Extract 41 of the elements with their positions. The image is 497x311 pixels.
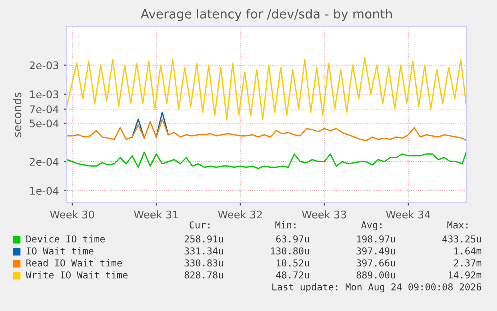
text: Max: [448,222,468,229]
text: Avg: [361,222,382,231]
legend-label: Read IO Wait time [26,259,122,267]
y-tick-label: 2e-04 [30,158,59,166]
chart-title: Average latency for /dev/sda - by month [140,9,392,22]
text: 828.78u [184,272,224,279]
x-tick-label: Week 32 [218,210,262,219]
y-tick-label: 2e-03 [30,62,59,70]
legend-label: Write IO Wait time [26,271,128,279]
text: 330.83u [184,260,224,267]
x-tick-label: Week 33 [302,210,346,219]
text: 130.80u [271,248,310,255]
text: 14.92m [449,272,482,279]
text: 198.97u [357,236,396,243]
x-tick-label: Week 30 [50,210,94,219]
y-axis-title: seconds [13,92,22,138]
line-series [67,57,467,120]
text: 397.49u [356,248,396,255]
text: 63.97u [276,236,310,243]
text: 433.25u [442,236,482,243]
line-series [67,118,467,142]
text: Last update: Mon Aug 24 09:00:08 2026 [272,283,482,293]
text: Min: [276,221,296,229]
y-tick-label: 1e-04 [30,187,59,196]
legend-label: Device IO time [26,235,106,243]
y-tick-label: 1e-03 [30,90,59,99]
line-series [67,150,467,170]
text: 331.34u [184,248,224,255]
text: 1.64m [454,248,482,255]
legend-label: IO Wait time [26,247,94,255]
text: 397.66u [356,260,396,267]
y-tick-label: 5e-04 [30,120,59,128]
text: 10.52u [277,260,310,267]
text: 2.37m [454,260,482,267]
text: Cur: [190,222,210,229]
text: 48.72u [276,272,310,279]
y-tick-label: 7e-04 [30,106,59,114]
x-tick-label: Week 34 [386,210,430,219]
x-tick-label: Week 31 [134,210,178,219]
text: 258.91u [184,236,224,243]
text: 889.00u [356,272,396,279]
